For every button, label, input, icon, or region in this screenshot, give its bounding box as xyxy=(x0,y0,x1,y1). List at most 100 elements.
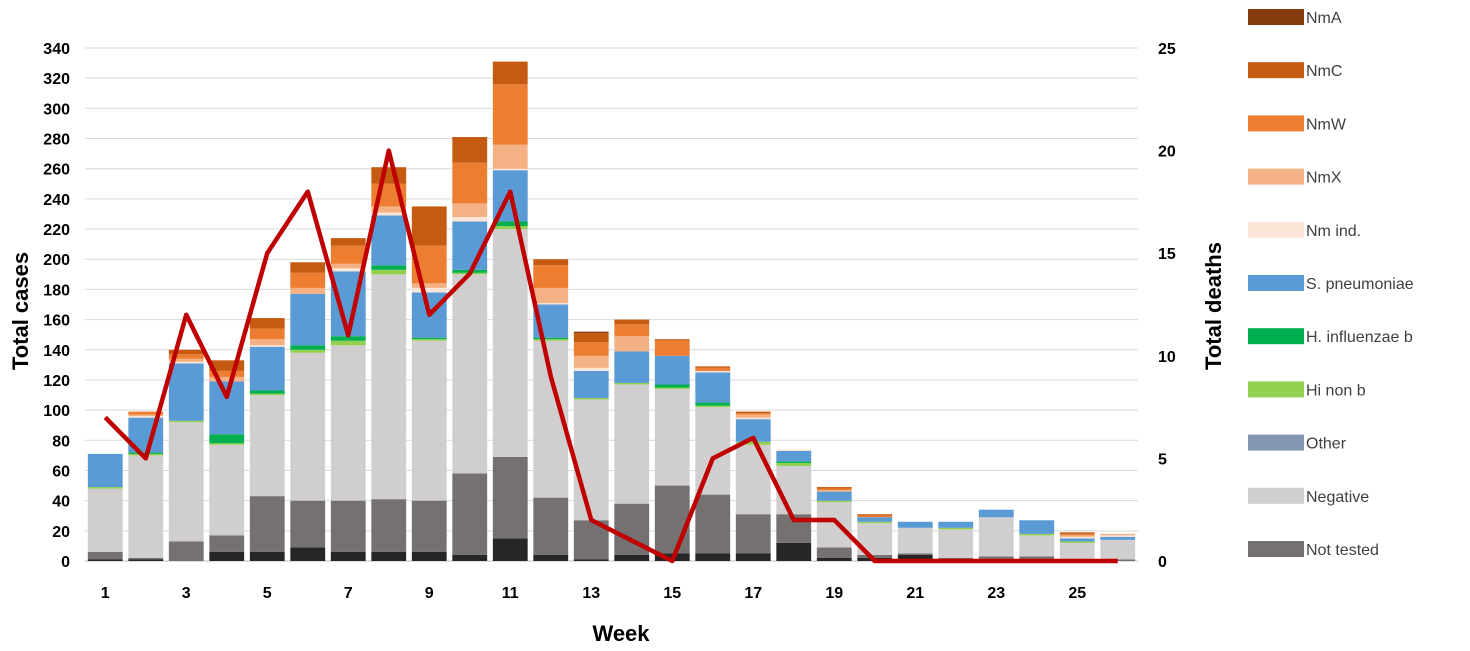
bar-segment xyxy=(128,557,164,560)
bar-segment xyxy=(371,269,407,275)
legend-label: Negative xyxy=(1306,489,1369,506)
deaths-line-group xyxy=(103,148,1118,564)
legend-label: Hi non b xyxy=(1306,382,1366,399)
bar-segment xyxy=(249,345,285,347)
bar-segment xyxy=(1059,532,1095,534)
bar-segment xyxy=(209,443,245,445)
bar-segment xyxy=(816,500,852,503)
bar-segment xyxy=(290,262,326,273)
bar-segment xyxy=(492,538,528,561)
y-tick-label: 320 xyxy=(43,71,70,88)
legend-label: S. pneumoniae xyxy=(1306,276,1414,293)
y2-tick-label: 10 xyxy=(1158,349,1176,366)
bar-segment xyxy=(857,517,893,522)
bar-segment xyxy=(371,206,407,213)
bar-segment xyxy=(533,339,569,341)
bar-segment xyxy=(249,346,285,391)
bar-segment xyxy=(290,349,326,353)
bar-segment xyxy=(209,535,245,552)
bar-segment xyxy=(249,496,285,552)
bar-segment xyxy=(816,557,852,561)
y-tick-label: 240 xyxy=(43,192,70,209)
y2-tick-label: 0 xyxy=(1158,554,1167,571)
bar-segment xyxy=(1100,535,1136,537)
bar-segment xyxy=(290,287,326,294)
bar-segment xyxy=(209,444,245,536)
bar-segment xyxy=(209,360,245,371)
bar-segment xyxy=(411,340,447,501)
bar-segment xyxy=(695,367,731,371)
bar-segment xyxy=(776,465,812,515)
x-axis-ticks: 1 3 5 7 9 11 13 15 17 19 21 23 25 xyxy=(101,585,1086,602)
y2-tick-label: 5 xyxy=(1158,451,1167,468)
bar-segment xyxy=(695,553,731,561)
bar-segment xyxy=(857,554,893,558)
bar-segment xyxy=(735,441,771,445)
bar-segment xyxy=(168,349,204,355)
bar-segment xyxy=(533,265,569,288)
bar-segment xyxy=(209,434,245,444)
bar-segment xyxy=(330,340,366,346)
y-tick-label: 40 xyxy=(52,494,70,511)
legend-swatch xyxy=(1248,62,1304,79)
bar-segment xyxy=(330,268,366,272)
bar-segment xyxy=(573,398,609,400)
legend-label: NmW xyxy=(1306,116,1347,133)
bar-segment xyxy=(371,212,407,216)
y-tick-label: 280 xyxy=(43,132,70,149)
bar-segment xyxy=(897,553,933,555)
bar-segment xyxy=(168,541,204,561)
bar-segment xyxy=(654,485,690,554)
bar-segment xyxy=(614,336,650,352)
bar-segment xyxy=(452,162,488,204)
x-tick-label: 15 xyxy=(663,585,681,602)
x-tick-label: 5 xyxy=(263,585,272,602)
x-tick-label: 9 xyxy=(425,585,434,602)
bar-segment xyxy=(371,274,407,500)
legend-swatch xyxy=(1248,487,1304,504)
bar-segment xyxy=(452,216,488,222)
bar-segment xyxy=(452,137,488,163)
y-tick-label: 260 xyxy=(43,162,70,179)
bar-segment xyxy=(654,339,690,341)
bar-segment xyxy=(573,342,609,356)
bar-segment xyxy=(168,420,204,423)
bar-segment xyxy=(1019,533,1055,536)
bar-segment xyxy=(735,413,771,415)
bar-segment xyxy=(614,382,650,385)
right-axis-ticks: 0 5 10 15 20 25 xyxy=(1158,41,1176,571)
bar-segment xyxy=(249,339,285,346)
bar-segment xyxy=(411,339,447,341)
bar-segment xyxy=(816,488,852,491)
legend-label: NmX xyxy=(1306,170,1342,187)
bar-segment xyxy=(411,551,447,561)
bar-segment xyxy=(330,500,366,552)
bar-segment xyxy=(371,551,407,561)
bar-segment xyxy=(654,384,690,388)
y-tick-label: 200 xyxy=(43,252,70,269)
bar-segment xyxy=(735,419,771,442)
bar-segment xyxy=(128,414,164,417)
bar-segment xyxy=(452,274,488,474)
x-tick-label: 11 xyxy=(502,585,519,602)
bar-segment xyxy=(371,167,407,184)
bar-segment xyxy=(776,450,812,462)
y-tick-label: 220 xyxy=(43,222,70,239)
x-tick-label: 23 xyxy=(987,585,1005,602)
bar-segment xyxy=(371,265,407,270)
y-tick-label: 180 xyxy=(43,282,70,299)
bar-segment xyxy=(492,456,528,539)
bar-segment xyxy=(816,491,852,501)
bar-segment xyxy=(735,514,771,554)
bar-segment xyxy=(249,395,285,497)
bar-segment xyxy=(249,393,285,396)
legend-swatch xyxy=(1248,541,1304,557)
legend-label: NmC xyxy=(1306,63,1342,80)
bar-segment xyxy=(816,490,852,492)
bar-segment xyxy=(209,370,245,377)
y-axis-title: Total cases xyxy=(8,252,33,370)
legend-label: Not tested xyxy=(1306,542,1379,559)
bar-segment xyxy=(897,527,933,554)
bar-segment xyxy=(1100,533,1136,536)
legend-swatch xyxy=(1248,434,1304,451)
